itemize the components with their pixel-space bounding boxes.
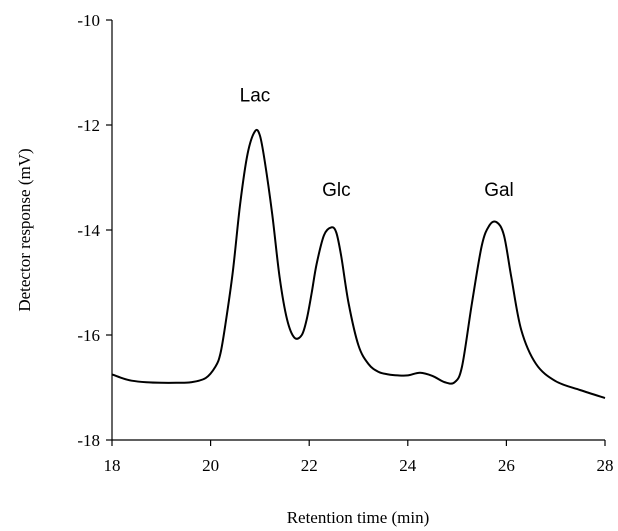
- y-axis-ticks: -10 -12 -14 -16 -18: [77, 11, 112, 450]
- y-tick-label: -18: [77, 431, 100, 450]
- x-tick-label: 22: [301, 456, 318, 475]
- y-tick-label: -10: [77, 11, 100, 30]
- y-tick-label: -12: [77, 116, 100, 135]
- chromatogram-trace: [111, 128, 606, 399]
- peak-label-gal: Gal: [484, 180, 514, 201]
- y-axis-title: Detector response (mV): [15, 148, 34, 311]
- x-tick-label: 24: [399, 456, 417, 475]
- peak-label-glc: Glc: [322, 180, 351, 201]
- x-axis-ticks: 18 20 22 24 26 28: [104, 440, 614, 475]
- x-tick-label: 18: [104, 456, 121, 475]
- x-tick-label: 20: [202, 456, 219, 475]
- x-tick-label: 28: [597, 456, 614, 475]
- peak-labels: Lac Glc Gal: [240, 85, 514, 201]
- y-tick-label: -16: [77, 326, 100, 345]
- peak-label-lac: Lac: [240, 85, 271, 106]
- x-tick-label: 26: [498, 456, 515, 475]
- x-axis-title: Retention time (min): [287, 508, 430, 527]
- y-tick-label: -14: [77, 221, 100, 240]
